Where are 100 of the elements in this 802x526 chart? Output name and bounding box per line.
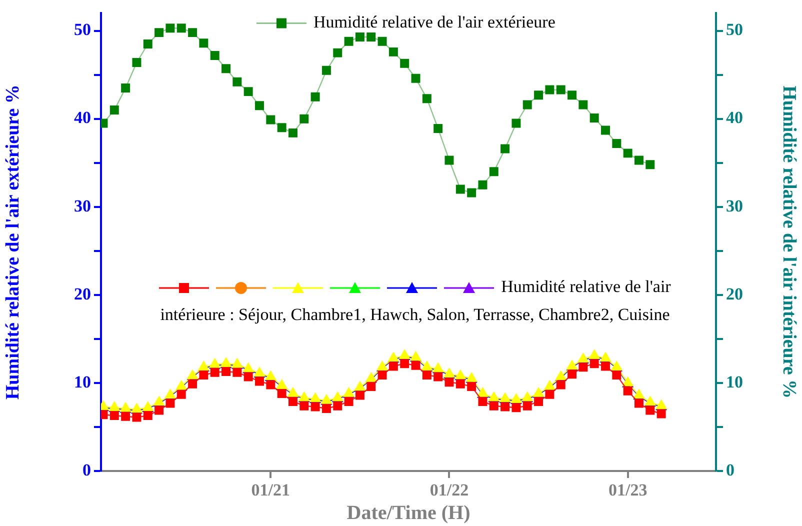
point <box>378 36 387 46</box>
point <box>322 66 331 75</box>
point <box>266 115 276 124</box>
point <box>578 100 588 110</box>
x-tick-label: 01/22 <box>430 480 469 500</box>
point <box>210 50 220 60</box>
point <box>176 24 186 33</box>
point <box>166 398 175 408</box>
point <box>489 167 498 176</box>
point <box>366 32 376 42</box>
point <box>646 160 655 170</box>
y-tick-label: 10 <box>74 372 91 392</box>
point <box>456 379 465 388</box>
point <box>300 114 309 124</box>
point <box>411 74 420 83</box>
point <box>545 390 554 399</box>
point <box>378 370 387 380</box>
point <box>512 118 521 128</box>
x-tick-label: 01/23 <box>608 480 648 500</box>
point <box>255 376 264 386</box>
point <box>132 412 142 422</box>
point <box>444 378 454 387</box>
point <box>434 372 443 382</box>
point <box>522 401 532 410</box>
point <box>188 379 198 388</box>
point <box>288 128 298 138</box>
point <box>456 184 465 194</box>
point <box>400 58 410 68</box>
point <box>255 101 264 110</box>
point <box>188 28 198 38</box>
point <box>422 370 432 380</box>
point <box>601 126 610 135</box>
point <box>121 412 130 421</box>
point <box>222 64 230 74</box>
point <box>623 386 632 396</box>
point <box>244 87 253 96</box>
point <box>344 36 354 46</box>
point <box>545 85 554 94</box>
point <box>143 411 152 420</box>
point <box>366 382 376 391</box>
point <box>578 362 588 372</box>
point <box>277 389 286 398</box>
point <box>411 360 420 370</box>
point <box>355 32 364 42</box>
point <box>400 359 410 368</box>
point <box>154 406 164 415</box>
point <box>568 370 577 379</box>
y2-tick-label: 30 <box>726 196 743 216</box>
point <box>534 90 544 100</box>
point <box>143 40 152 49</box>
point <box>388 362 398 371</box>
point <box>154 28 164 38</box>
point <box>634 398 644 408</box>
point <box>601 362 610 371</box>
point <box>422 94 432 104</box>
point <box>478 180 488 190</box>
point <box>310 402 320 412</box>
point <box>244 372 253 382</box>
y2-tick-label: 0 <box>726 460 734 480</box>
point <box>322 404 331 413</box>
point <box>266 380 276 390</box>
point <box>110 411 119 420</box>
point <box>300 401 309 410</box>
point <box>110 106 119 115</box>
y2-axis-title: Humidité relative de l'air intérieure % <box>778 86 800 399</box>
point <box>344 396 354 406</box>
point <box>434 124 443 134</box>
point <box>232 77 242 86</box>
y2-tick-label: 10 <box>726 372 743 392</box>
point <box>590 113 599 122</box>
point <box>489 401 498 410</box>
point <box>500 402 510 412</box>
point <box>478 396 488 406</box>
point <box>210 368 220 377</box>
point <box>333 48 342 58</box>
point <box>388 47 398 56</box>
y-tick-label: 20 <box>74 284 91 304</box>
point <box>534 396 544 406</box>
point <box>288 396 298 406</box>
point <box>656 409 666 418</box>
point <box>444 156 454 165</box>
y2-tick-label: 20 <box>726 284 743 304</box>
point <box>556 85 566 94</box>
point <box>590 359 599 368</box>
legend-label: Humidité relative de l'air extérieure <box>314 12 556 32</box>
point <box>355 390 364 400</box>
point <box>612 139 622 148</box>
x-tick-label: 01/21 <box>251 480 290 500</box>
point <box>199 370 208 380</box>
point <box>232 368 242 377</box>
y-tick-label: 0 <box>82 460 91 480</box>
point <box>556 380 566 390</box>
point <box>121 84 130 93</box>
point <box>199 38 208 48</box>
point <box>500 144 510 154</box>
y-tick-label: 30 <box>74 196 91 216</box>
y2-tick-label: 50 <box>726 20 743 40</box>
point <box>222 367 230 376</box>
point <box>623 148 632 158</box>
point <box>176 390 186 399</box>
